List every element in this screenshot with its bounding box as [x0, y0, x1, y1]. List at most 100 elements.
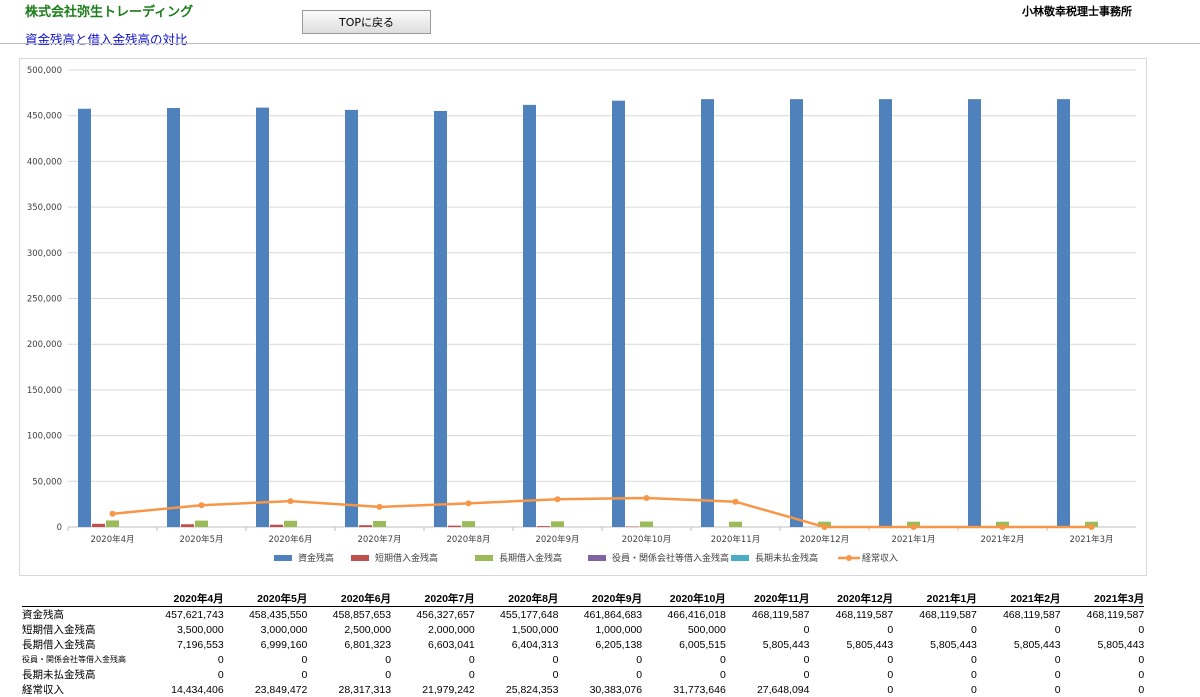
table-cell: 0 — [1061, 622, 1145, 637]
bar-1 — [968, 99, 981, 527]
table-cell: 5,805,443 — [1061, 637, 1145, 652]
line-point — [911, 524, 917, 530]
x-tick-label: 2020年8月 — [446, 534, 490, 545]
table-cell: 5,805,443 — [810, 637, 894, 652]
table-cell: 31,773,646 — [642, 682, 726, 697]
table-cell: 0 — [810, 667, 894, 682]
column-header: 2020年5月 — [224, 591, 308, 607]
legend-label: 役員・関係会社等借入金残高 — [612, 552, 729, 564]
office-name: 小林敬幸税理士事務所 — [1022, 3, 1132, 19]
line-point — [555, 496, 561, 502]
combo-chart: 050,000100,000150,000200,000250,000300,0… — [20, 59, 1146, 575]
table-cell: 23,849,472 — [224, 682, 308, 697]
x-tick-label: 2020年10月 — [622, 534, 671, 545]
row-label: 長期借入金残高 — [22, 637, 140, 652]
bar-3 — [729, 522, 742, 527]
company-name: 株式会社弥生トレーディング — [25, 1, 193, 20]
x-tick-label: 2021年3月 — [1069, 534, 1113, 545]
bar-3 — [106, 520, 119, 527]
bar-2 — [537, 526, 550, 527]
table-cell: 3,000,000 — [224, 622, 308, 637]
column-header: 2021年2月 — [977, 591, 1061, 607]
x-tick-label: 2020年7月 — [357, 534, 401, 545]
x-tick-label: 2020年12月 — [800, 534, 849, 545]
table-cell: 1,500,000 — [475, 622, 559, 637]
bar-1 — [523, 105, 536, 527]
bar-1 — [612, 101, 625, 527]
table-cell: 0 — [893, 667, 977, 682]
line-point — [110, 511, 116, 517]
table-cell: 0 — [893, 622, 977, 637]
line-point — [822, 524, 828, 530]
table-cell: 0 — [726, 652, 810, 667]
x-tick-label: 2020年6月 — [268, 534, 312, 545]
y-tick-label: 150,000 — [27, 386, 62, 396]
table-cell: 7,196,553 — [140, 637, 224, 652]
y-tick-label: 0 — [57, 523, 62, 533]
table-cell: 5,805,443 — [977, 637, 1061, 652]
bar-3 — [195, 521, 208, 527]
table-cell: 468,119,587 — [977, 607, 1061, 623]
x-tick-label: 2020年4月 — [90, 534, 134, 545]
legend-swatch — [351, 555, 369, 561]
table-cell: 0 — [307, 667, 391, 682]
bar-1 — [167, 108, 180, 527]
legend-swatch — [588, 555, 606, 561]
bar-1 — [790, 99, 803, 527]
table-cell: 0 — [977, 622, 1061, 637]
table-cell: 457,621,743 — [140, 607, 224, 623]
table-cell: 5,805,443 — [726, 637, 810, 652]
table-cell: 0 — [475, 652, 559, 667]
table-cell: 30,383,076 — [558, 682, 642, 697]
table-cell: 0 — [977, 682, 1061, 697]
table-cell: 456,327,657 — [391, 607, 475, 623]
column-header: 2020年9月 — [558, 591, 642, 607]
bar-1 — [256, 108, 269, 527]
table-cell: 0 — [475, 667, 559, 682]
table-cell: 0 — [977, 652, 1061, 667]
y-tick-label: 350,000 — [27, 203, 62, 213]
line-point — [466, 500, 472, 506]
legend-swatch — [475, 555, 493, 561]
table-cell: 3,500,000 — [140, 622, 224, 637]
table-cell: 0 — [140, 667, 224, 682]
row-label: 経常収入 — [22, 682, 140, 697]
line-point — [377, 504, 383, 510]
legend-label: 経常収入 — [862, 552, 898, 564]
table-cell: 0 — [558, 652, 642, 667]
table-cell: 1,000,000 — [558, 622, 642, 637]
table-cell: 0 — [977, 667, 1061, 682]
x-tick-label: 2020年5月 — [179, 534, 223, 545]
legend-label: 資金残高 — [298, 552, 334, 564]
y-tick-label: 500,000 — [27, 66, 62, 76]
y-tick-label: 300,000 — [27, 249, 62, 259]
table-cell: 0 — [810, 652, 894, 667]
table-cell: 0 — [224, 652, 308, 667]
back-to-top-button[interactable]: TOPに戻る — [302, 10, 431, 34]
legend-marker — [846, 555, 852, 561]
line-point — [1000, 524, 1006, 530]
table-cell: 0 — [140, 652, 224, 667]
table-cell: 2,500,000 — [307, 622, 391, 637]
table-cell: 0 — [642, 652, 726, 667]
table-cell: 0 — [391, 667, 475, 682]
table-cell: 6,205,138 — [558, 637, 642, 652]
line-point — [733, 499, 739, 505]
table-cell: 0 — [224, 667, 308, 682]
row-label: 資金残高 — [22, 607, 140, 623]
table-cell: 0 — [893, 652, 977, 667]
table-cell: 466,416,018 — [642, 607, 726, 623]
table-cell: 458,435,550 — [224, 607, 308, 623]
table-cell: 5,805,443 — [893, 637, 977, 652]
legend-label: 長期未払金残高 — [755, 552, 818, 564]
bar-1 — [434, 111, 447, 527]
bar-3 — [462, 521, 475, 527]
table-cell: 0 — [726, 622, 810, 637]
